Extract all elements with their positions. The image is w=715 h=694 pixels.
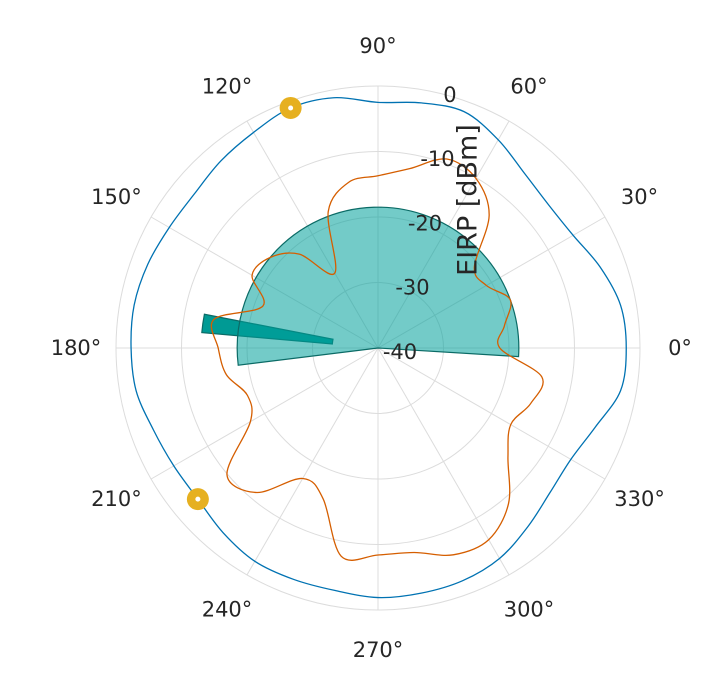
radial-tick-label: -20 (408, 211, 442, 235)
angle-tick-label: 30° (621, 185, 658, 209)
series-2-line (210, 158, 544, 561)
tick-labels: 0° 30° 60° 90° 120° 150° 180° 210° 240° 270° 300° 3… (51, 34, 692, 662)
angle-tick-label: 330° (614, 487, 665, 511)
radial-tick-label: 0 (443, 83, 456, 107)
bar-2 (236, 206, 520, 366)
angle-tick-label: 240° (202, 598, 253, 622)
angle-tick-label: 120° (202, 74, 253, 98)
grid-spoke (150, 347, 379, 480)
grid-spoke (377, 347, 606, 480)
angular-bars (201, 206, 520, 366)
grid-spoke (377, 347, 510, 576)
marker-2-center (195, 496, 201, 502)
radial-axis-label: EIRP [dBm] (453, 124, 484, 276)
radial-tick-label: -30 (395, 276, 429, 300)
angle-tick-label: 0° (668, 336, 692, 360)
angle-tick-label: 60° (510, 74, 547, 98)
angle-tick-label: 180° (51, 336, 102, 360)
radial-tick-label: -40 (383, 340, 417, 364)
series-lines (130, 96, 627, 599)
angle-tick-label: 270° (353, 638, 404, 662)
markers (186, 96, 302, 511)
marker-1-center (288, 105, 294, 111)
polar-grid (115, 85, 641, 611)
series-1-line (130, 96, 627, 599)
angle-tick-label: 90° (359, 34, 396, 58)
radial-tick-label: -10 (420, 147, 454, 171)
grid-spoke (246, 347, 379, 576)
angle-tick-label: 210° (91, 487, 142, 511)
angle-tick-label: 150° (91, 185, 142, 209)
angle-tick-label: 300° (504, 598, 555, 622)
